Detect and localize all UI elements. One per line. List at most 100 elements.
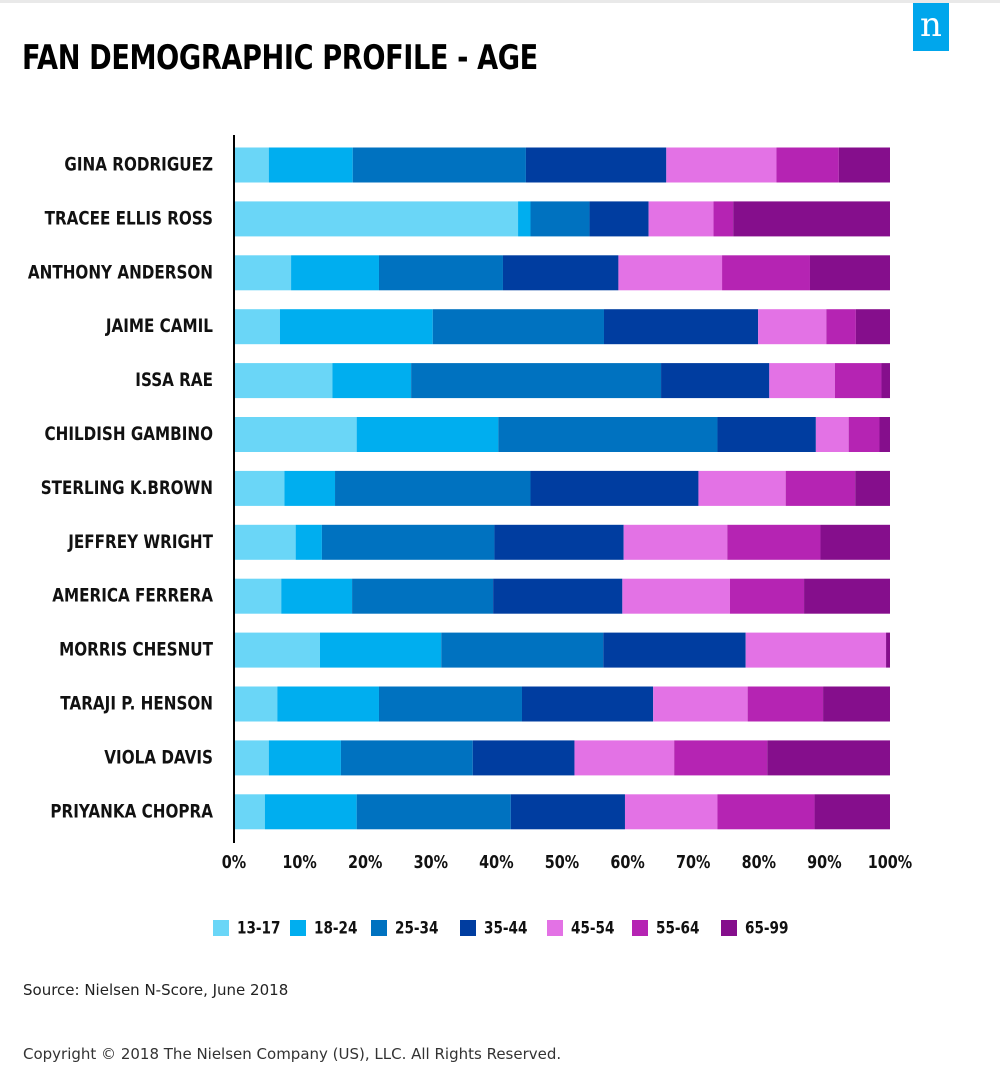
bar-viola-davis-25-34 [340, 740, 473, 776]
legend-label-13-17: 13-17 [237, 918, 280, 938]
bar-priyanka-chopra-13-17 [234, 794, 265, 830]
legend-swatch-55-64 [632, 920, 648, 936]
bar-taraji-p-henson-55-64 [747, 686, 824, 722]
bar-morris-chesnut-13-17 [234, 632, 320, 668]
bar-gina-rodriguez-13-17 [234, 147, 269, 183]
legend-label-25-34: 25-34 [395, 918, 438, 938]
bar-taraji-p-henson-18-24 [277, 686, 379, 722]
nielsen-logo: n [913, 3, 949, 51]
category-label-anthony-anderson: ANTHONY ANDERSON [28, 262, 213, 284]
bar-gina-rodriguez-25-34 [352, 147, 526, 183]
bar-issa-rae-25-34 [411, 363, 662, 399]
legend-swatch-13-17 [213, 920, 229, 936]
bar-america-ferrera-35-44 [493, 578, 623, 614]
top-rule [0, 0, 1000, 3]
bar-viola-davis-13-17 [234, 740, 269, 776]
bar-anthony-anderson-65-99 [809, 255, 890, 291]
bar-tracee-ellis-ross-45-54 [648, 201, 714, 237]
bar-childish-gambino-35-44 [717, 417, 816, 452]
bar-issa-rae-18-24 [332, 363, 412, 399]
x-tick-90: 90% [807, 852, 841, 873]
bar-issa-rae-45-54 [769, 363, 835, 399]
bar-jaime-camil-55-64 [826, 309, 856, 345]
x-axis-ticks: 0% 10% 20% 30% 40% 50% 60% 70% 80% 90% 100% [222, 852, 912, 873]
category-label-jeffrey-wright: JEFFREY WRIGHT [67, 531, 213, 553]
bar-childish-gambino-18-24 [356, 417, 499, 452]
bar-viola-davis-45-54 [574, 740, 675, 776]
bar-sterling-k-brown-35-44 [530, 470, 699, 506]
bar-tracee-ellis-ross-18-24 [518, 201, 531, 237]
category-label-jaime-camil: JAIME CAMIL [105, 316, 213, 338]
legend-label-65-99: 65-99 [745, 918, 788, 938]
legend-swatch-45-54 [547, 920, 563, 936]
bar-childish-gambino-65-99 [879, 417, 890, 452]
bar-jeffrey-wright-13-17 [234, 524, 296, 560]
bar-anthony-anderson-35-44 [502, 255, 619, 291]
bar-jaime-camil-65-99 [855, 309, 890, 345]
bar-anthony-anderson-18-24 [291, 255, 379, 291]
x-tick-20: 20% [348, 852, 382, 873]
bar-taraji-p-henson-25-34 [378, 686, 522, 722]
bar-america-ferrera-55-64 [729, 578, 805, 614]
bar-sterling-k-brown-18-24 [284, 470, 336, 506]
bar-childish-gambino-13-17 [234, 417, 357, 452]
bar-viola-davis-35-44 [472, 740, 575, 776]
bar-priyanka-chopra-65-99 [814, 794, 890, 830]
bar-priyanka-chopra-35-44 [510, 794, 625, 830]
bar-tracee-ellis-ross-13-17 [234, 201, 519, 237]
bar-jeffrey-wright-18-24 [295, 524, 322, 560]
category-label-priyanka-chopra: PRIYANKA CHOPRA [50, 801, 213, 823]
bar-jaime-camil-18-24 [279, 309, 433, 345]
x-tick-40: 40% [479, 852, 513, 873]
legend-label-35-44: 35-44 [484, 918, 527, 938]
x-tick-60: 60% [610, 852, 644, 873]
x-tick-70: 70% [676, 852, 710, 873]
bar-sterling-k-brown-25-34 [335, 470, 531, 506]
x-tick-10: 10% [282, 852, 316, 873]
legend: 13-17 18-24 25-34 35-44 45-54 55-64 65-99 [213, 918, 788, 938]
bar-issa-rae-65-99 [881, 363, 890, 399]
bar-jeffrey-wright-25-34 [321, 524, 495, 560]
bar-america-ferrera-65-99 [804, 578, 890, 614]
bar-morris-chesnut-25-34 [441, 632, 604, 668]
bar-gina-rodriguez-35-44 [525, 147, 667, 183]
bar-gina-rodriguez-65-99 [838, 147, 890, 183]
bar-viola-davis-65-99 [767, 740, 890, 776]
bar-anthony-anderson-55-64 [722, 255, 810, 291]
bar-gina-rodriguez-45-54 [666, 147, 777, 183]
bar-childish-gambino-25-34 [498, 417, 718, 452]
category-labels: GINA RODRIGUEZ TRACEE ELLIS ROSS ANTHONY A… [28, 154, 214, 823]
category-label-childish-gambino: CHILDISH GAMBINO [44, 423, 213, 445]
bar-taraji-p-henson-13-17 [234, 686, 278, 722]
bar-america-ferrera-25-34 [352, 578, 494, 614]
bar-america-ferrera-45-54 [622, 578, 730, 614]
bar-sterling-k-brown-65-99 [855, 470, 890, 506]
bar-jeffrey-wright-65-99 [820, 524, 890, 560]
bar-priyanka-chopra-45-54 [624, 794, 718, 830]
bar-gina-rodriguez-18-24 [268, 147, 353, 183]
category-label-sterling-k-brown: STERLING K.BROWN [41, 477, 213, 499]
bar-jaime-camil-25-34 [432, 309, 604, 345]
x-tick-0: 0% [222, 852, 246, 873]
x-tick-30: 30% [414, 852, 448, 873]
bar-area [234, 147, 890, 830]
category-label-america-ferrera: AMERICA FERRERA [52, 585, 213, 607]
legend-label-45-54: 45-54 [571, 918, 614, 938]
legend-swatch-35-44 [460, 920, 476, 936]
bar-america-ferrera-18-24 [281, 578, 353, 614]
bar-priyanka-chopra-55-64 [717, 794, 815, 830]
bar-jeffrey-wright-55-64 [727, 524, 821, 560]
category-label-tracee-ellis-ross: TRACEE ELLIS ROSS [45, 208, 213, 230]
category-label-gina-rodriguez: GINA RODRIGUEZ [64, 154, 213, 176]
bar-america-ferrera-13-17 [234, 578, 282, 614]
legend-swatch-18-24 [290, 920, 306, 936]
legend-label-55-64: 55-64 [656, 918, 699, 938]
bar-gina-rodriguez-55-64 [776, 147, 839, 183]
bar-jeffrey-wright-35-44 [494, 524, 624, 560]
bar-anthony-anderson-13-17 [234, 255, 292, 291]
bar-morris-chesnut-45-54 [745, 632, 887, 668]
bar-taraji-p-henson-35-44 [521, 686, 654, 722]
bar-sterling-k-brown-55-64 [785, 470, 856, 506]
bar-viola-davis-55-64 [674, 740, 768, 776]
bar-jeffrey-wright-45-54 [623, 524, 728, 560]
